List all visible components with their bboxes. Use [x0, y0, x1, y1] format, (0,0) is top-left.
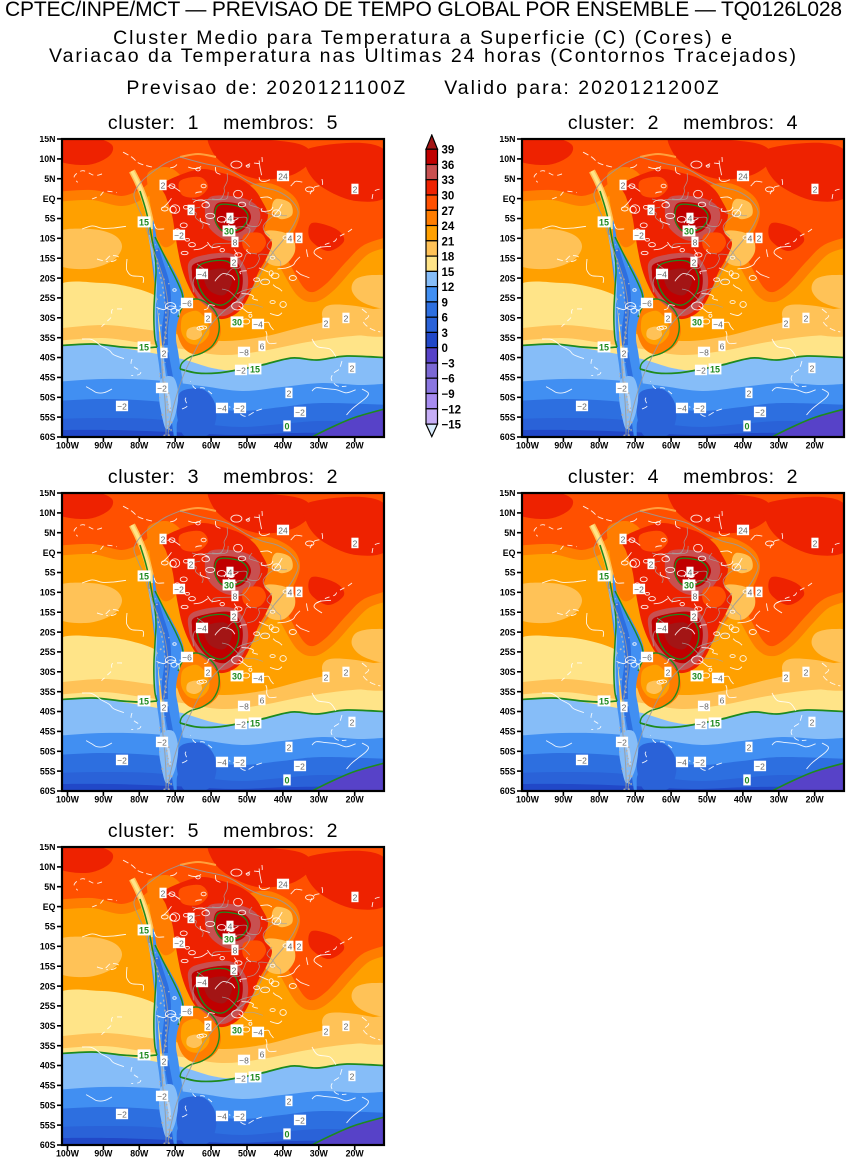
svg-text:−3: −3: [442, 359, 455, 371]
svg-text:21: 21: [442, 236, 455, 248]
svg-text:−6: −6: [442, 374, 455, 386]
svg-text:39: 39: [442, 145, 455, 157]
svg-text:36: 36: [442, 160, 455, 172]
svg-text:−12: −12: [442, 404, 462, 416]
svg-text:24: 24: [442, 221, 455, 233]
svg-text:0: 0: [442, 343, 448, 355]
svg-text:15: 15: [442, 267, 455, 279]
svg-text:−9: −9: [442, 389, 455, 401]
svg-text:30: 30: [442, 191, 455, 203]
svg-text:−15: −15: [442, 420, 462, 432]
svg-text:9: 9: [442, 297, 448, 309]
svg-text:6: 6: [442, 313, 448, 325]
svg-text:33: 33: [442, 175, 455, 187]
svg-text:18: 18: [442, 252, 455, 264]
svg-text:3: 3: [442, 328, 448, 340]
svg-text:12: 12: [442, 282, 455, 294]
svg-text:27: 27: [442, 206, 455, 218]
